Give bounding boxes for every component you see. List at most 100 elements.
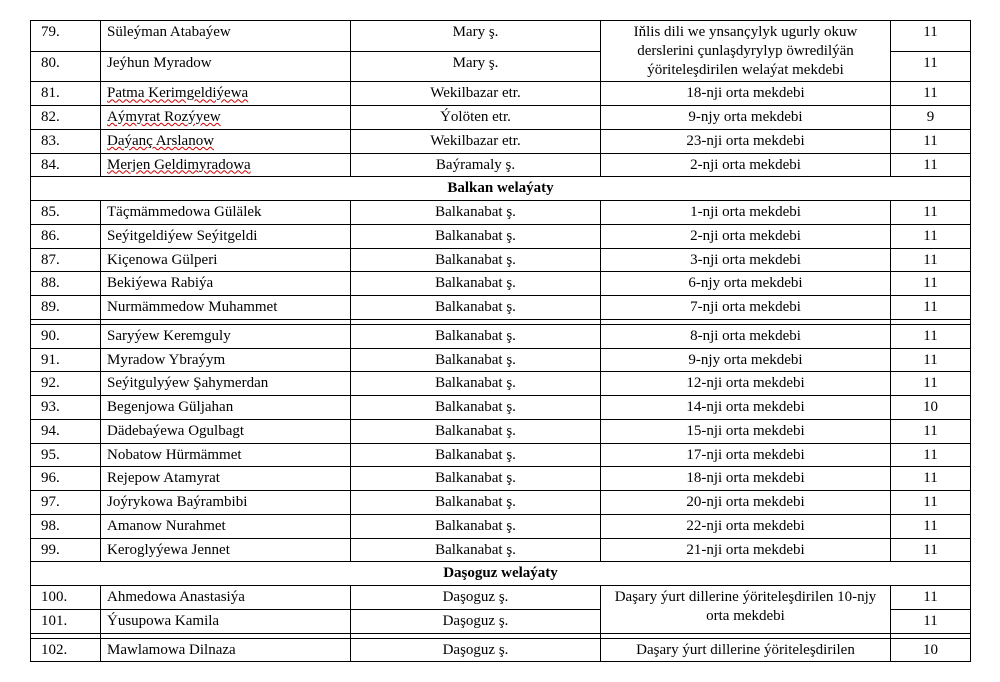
table-row: 82.Aýmyrat RozýyewÝolöten etr.9-njy orta… [31,106,971,130]
grade: 11 [891,372,971,396]
location: Balkanabat ş. [351,324,601,348]
row-number: 95. [31,443,101,467]
school: 15-nji orta mekdebi [601,419,891,443]
student-table: 79.Süleýman AtabaýewMary ş.Iňlis dili we… [30,20,971,662]
student-name: Dädebaýewa Ogulbagt [101,419,351,443]
grade: 11 [891,419,971,443]
student-name: Joýrykowa Baýrambibi [101,491,351,515]
row-number: 93. [31,396,101,420]
row-number: 92. [31,372,101,396]
school: 17-nji orta mekdebi [601,443,891,467]
grade: 11 [891,514,971,538]
school: 2-nji orta mekdebi [601,224,891,248]
table-row: 90.Saryýew KeremgulyBalkanabat ş.8-nji o… [31,324,971,348]
student-name: Mawlamowa Dilnaza [101,638,351,662]
table-row: 92.Seýitgulyýew ŞahymerdanBalkanabat ş.1… [31,372,971,396]
row-number: 83. [31,129,101,153]
location: Wekilbazar etr. [351,82,601,106]
grade: 11 [891,586,971,610]
section-header: Balkan welaýaty [31,177,971,201]
table-row: 85.Täçmämmedowa GülälekBalkanabat ş.1-nj… [31,201,971,225]
student-name: Rejepow Atamyrat [101,467,351,491]
student-name: Amanow Nurahmet [101,514,351,538]
table-row: 95.Nobatow HürmämmetBalkanabat ş.17-nji … [31,443,971,467]
location: Balkanabat ş. [351,372,601,396]
section-row-balkan: Balkan welaýaty [31,177,971,201]
row-number: 102. [31,638,101,662]
table-row: 84.Merjen GeldimyradowaBaýramaly ş.2-nji… [31,153,971,177]
school-desc: Daşary ýurt dillerine ýöriteleşdirilen 1… [601,586,891,634]
student-name: Seýitgeldiýew Seýitgeldi [101,224,351,248]
location: Balkanabat ş. [351,248,601,272]
location: Balkanabat ş. [351,224,601,248]
table-row: 100.Ahmedowa AnastasiýaDaşoguz ş.Daşary … [31,586,971,610]
school: 1-nji orta mekdebi [601,201,891,225]
school: 23-nji orta mekdebi [601,129,891,153]
row-number: 94. [31,419,101,443]
student-name: Ýusupowa Kamila [101,609,351,633]
table-row: 97.Joýrykowa BaýrambibiBalkanabat ş.20-n… [31,491,971,515]
location: Balkanabat ş. [351,491,601,515]
grade: 11 [891,467,971,491]
school: 21-nji orta mekdebi [601,538,891,562]
row-number: 89. [31,296,101,320]
grade: 11 [891,348,971,372]
student-name: Bekiýewa Rabiýa [101,272,351,296]
student-name: Jeýhun Myradow [101,51,351,82]
student-name: Nurmämmedow Muhammet [101,296,351,320]
grade: 11 [891,324,971,348]
row-number: 99. [31,538,101,562]
row-number: 101. [31,609,101,633]
school: 18-nji orta mekdebi [601,82,891,106]
table-row: 87.Kiçenowa GülperiBalkanabat ş.3-nji or… [31,248,971,272]
school: 2-nji orta mekdebi [601,153,891,177]
location: Balkanabat ş. [351,348,601,372]
grade: 11 [891,248,971,272]
school: 20-nji orta mekdebi [601,491,891,515]
row-number: 96. [31,467,101,491]
row-number: 90. [31,324,101,348]
row-number: 84. [31,153,101,177]
student-name: Begenjowa Güljahan [101,396,351,420]
school: Daşary ýurt dillerine ýöriteleşdirilen [601,638,891,662]
location: Mary ş. [351,51,601,82]
row-number: 85. [31,201,101,225]
location: Balkanabat ş. [351,467,601,491]
location: Wekilbazar etr. [351,129,601,153]
student-name: Süleýman Atabaýew [101,21,351,52]
section-header: Daşoguz welaýaty [31,562,971,586]
row-number: 81. [31,82,101,106]
table-row: 96.Rejepow AtamyratBalkanabat ş.18-nji o… [31,467,971,491]
grade: 11 [891,129,971,153]
table-row: 91.Myradow YbraýymBalkanabat ş.9-njy ort… [31,348,971,372]
location: Balkanabat ş. [351,296,601,320]
school: 9-njy orta mekdebi [601,106,891,130]
student-name: Aýmyrat Rozýyew [101,106,351,130]
section-row-dashoguz: Daşoguz welaýaty [31,562,971,586]
grade: 11 [891,153,971,177]
row-number: 91. [31,348,101,372]
student-name: Keroglyýewa Jennet [101,538,351,562]
table-row: 98.Amanow NurahmetBalkanabat ş.22-nji or… [31,514,971,538]
row-number: 82. [31,106,101,130]
grade: 10 [891,396,971,420]
location: Daşoguz ş. [351,586,601,610]
student-name: Kiçenowa Gülperi [101,248,351,272]
grade: 11 [891,296,971,320]
table-row: 81.Patma KerimgeldiýewaWekilbazar etr.18… [31,82,971,106]
grade: 11 [891,491,971,515]
row-number: 80. [31,51,101,82]
location: Balkanabat ş. [351,514,601,538]
row-number: 86. [31,224,101,248]
location: Balkanabat ş. [351,419,601,443]
school: 12-nji orta mekdebi [601,372,891,396]
school: 3-nji orta mekdebi [601,248,891,272]
grade: 11 [891,224,971,248]
grade: 9 [891,106,971,130]
student-name: Täçmämmedowa Gülälek [101,201,351,225]
row-number: 88. [31,272,101,296]
table-row: 83.Daýanç ArslanowWekilbazar etr.23-nji … [31,129,971,153]
school: 18-nji orta mekdebi [601,467,891,491]
location: Daşoguz ş. [351,609,601,633]
row-number: 79. [31,21,101,52]
